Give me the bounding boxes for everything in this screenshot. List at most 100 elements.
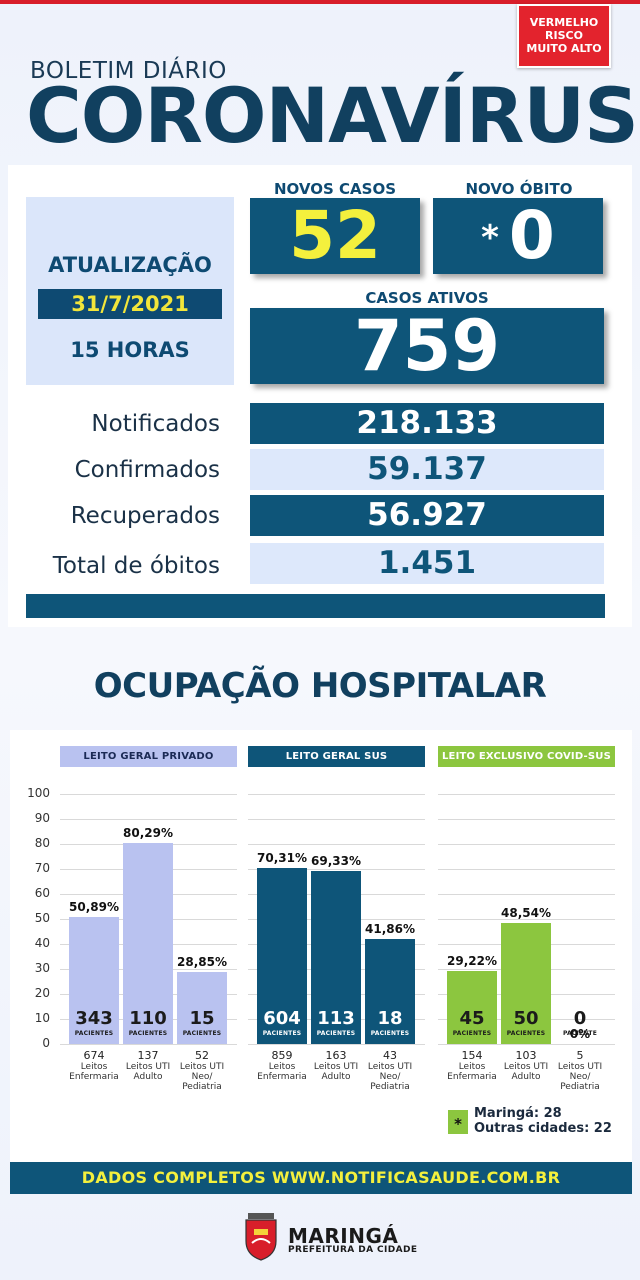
- y-tick-label: 0: [42, 1036, 50, 1050]
- update-date: 31/7/2021: [38, 289, 222, 319]
- bed-count: 674: [83, 1049, 105, 1062]
- y-tick-label: 60: [34, 886, 50, 900]
- gridline: [248, 869, 425, 870]
- bar-unit-label: PACIENTE: [562, 1030, 598, 1037]
- bar-unit-label: PACIENTES: [128, 1030, 168, 1037]
- bed-type: Leitos UTI Neo/ Pediatria: [557, 1062, 603, 1092]
- bed-capacity-label: 103 Leitos UTI Adulto: [496, 1049, 556, 1083]
- bar-unit-label: PACIENTES: [316, 1030, 356, 1037]
- stat-value-confirmados: 59.137: [250, 449, 604, 490]
- city-name: MARINGÁ: [288, 1224, 399, 1248]
- active-cases-box: 759: [250, 308, 604, 384]
- bed-capacity-label: 154 Leitos Enfermaria: [442, 1049, 502, 1083]
- bar-percent-label: 70,31%: [257, 851, 307, 866]
- bed-capacity-label: 859 Leitos Enfermaria: [252, 1049, 312, 1083]
- bed-type: Leitos UTI Adulto: [503, 1062, 549, 1082]
- gridline: [438, 919, 615, 920]
- update-hour: 15 HORAS: [70, 338, 190, 362]
- city-subtitle: PREFEITURA DA CIDADE: [288, 1245, 418, 1255]
- bar-percent-label: 69,33%: [311, 853, 361, 868]
- bar: [501, 922, 551, 1044]
- bar-patient-count: 18: [377, 1008, 403, 1029]
- footer-link-bar[interactable]: DADOS COMPLETOS WWW.NOTIFICASAUDE.COM.BR: [10, 1162, 632, 1194]
- update-title: ATUALIZAÇÃO: [48, 253, 212, 277]
- group-header-covid: LEITO EXCLUSIVO COVID-SUS: [438, 746, 615, 767]
- bar-patient-count: 113: [317, 1008, 355, 1029]
- new-cases-label: NOVOS CASOS: [274, 180, 396, 198]
- bar-unit-label: PACIENTES: [182, 1030, 222, 1037]
- bar-patient-count: 45: [459, 1008, 485, 1029]
- bed-capacity-label: 137 Leitos UTI Adulto: [118, 1049, 178, 1083]
- gridline: [60, 794, 237, 795]
- bed-capacity-label: 52 Leitos UTI Neo/ Pediatria: [172, 1049, 232, 1093]
- stat-label-obitos: Total de óbitos: [52, 553, 220, 579]
- stat-value-notificados: 218.133: [250, 403, 604, 444]
- gridline: [438, 869, 615, 870]
- new-death-value: 0: [508, 197, 555, 274]
- bar-patient-count: 0: [573, 1008, 587, 1029]
- legend-text: Maringá: 28 Outras cidades: 22: [474, 1106, 612, 1136]
- bar-unit-label: PACIENTES: [452, 1030, 492, 1037]
- bed-count: 859: [271, 1049, 293, 1062]
- y-tick-label: 90: [34, 811, 50, 825]
- bar-percent-label: 28,85%: [177, 954, 227, 969]
- city-crest-icon: [245, 1213, 277, 1261]
- bed-count: 137: [137, 1049, 159, 1062]
- bed-count: 5: [576, 1049, 584, 1062]
- bed-capacity-label: 43 Leitos UTI Neo/ Pediatria: [360, 1049, 420, 1093]
- new-death-box: * 0: [433, 198, 603, 274]
- bar-unit-label: PACIENTES: [74, 1030, 114, 1037]
- bar-percent-label: 80,29%: [123, 826, 173, 841]
- gridline: [438, 894, 615, 895]
- bed-count: 52: [195, 1049, 209, 1062]
- bed-count: 154: [461, 1049, 483, 1062]
- hospital-occupancy-title: OCUPAÇÃO HOSPITALAR: [93, 666, 547, 706]
- bar-percent-label: 29,22%: [447, 953, 497, 968]
- update-box: ATUALIZAÇÃO 31/7/2021 15 HORAS: [26, 197, 234, 385]
- gridline: [438, 819, 615, 820]
- bed-count: 163: [325, 1049, 347, 1062]
- gridline: [60, 1044, 237, 1045]
- bed-count: 103: [515, 1049, 537, 1062]
- bar-unit-label: PACIENTES: [506, 1030, 546, 1037]
- bed-count: 43: [383, 1049, 397, 1062]
- risk-line-2: RISCO: [545, 29, 583, 42]
- y-tick-label: 30: [34, 961, 50, 975]
- group-header-sus: LEITO GERAL SUS: [248, 746, 425, 767]
- new-cases-box: 52: [250, 198, 420, 274]
- bar: [447, 970, 497, 1044]
- stat-label-recuperados: Recuperados: [70, 503, 220, 529]
- bar-patient-count: 15: [189, 1008, 215, 1029]
- bar: [311, 870, 361, 1044]
- stat-label-notificados: Notificados: [91, 411, 220, 437]
- bar: [257, 868, 307, 1044]
- active-cases-label: CASOS ATIVOS: [365, 289, 489, 307]
- stat-value-obitos: 1.451: [250, 543, 604, 584]
- top-strip: [0, 0, 640, 4]
- gridline: [248, 844, 425, 845]
- bar-patient-count: 343: [75, 1008, 113, 1029]
- bed-type: Leitos UTI Adulto: [313, 1062, 359, 1082]
- bulletin-subtitle: BOLETIM DIÁRIO: [30, 58, 227, 84]
- bar-patient-count: 50: [513, 1008, 539, 1029]
- gridline: [438, 1044, 615, 1045]
- stat-value-recuperados: 56.927: [250, 495, 604, 536]
- y-tick-label: 40: [34, 936, 50, 950]
- bar-patient-count: 604: [263, 1008, 301, 1029]
- bar-unit-label: PACIENTES: [262, 1030, 302, 1037]
- risk-badge: VERMELHO RISCO MUITO ALTO: [517, 4, 611, 68]
- bar: [123, 843, 173, 1044]
- bed-capacity-label: 163 Leitos UTI Adulto: [306, 1049, 366, 1083]
- bed-capacity-label: 5 Leitos UTI Neo/ Pediatria: [550, 1049, 610, 1093]
- y-tick-label: 10: [34, 1011, 50, 1025]
- summary-bottom-bar: [26, 594, 605, 618]
- bar-percent-label: 50,89%: [69, 899, 119, 914]
- bed-type: Leitos UTI Neo/ Pediatria: [179, 1062, 225, 1092]
- bed-capacity-label: 674 Leitos Enfermaria: [64, 1049, 124, 1083]
- gridline: [248, 819, 425, 820]
- gridline: [438, 794, 615, 795]
- gridline: [60, 819, 237, 820]
- legend-asterisk: *: [448, 1110, 468, 1134]
- legend-line-outras: Outras cidades: 22: [474, 1121, 612, 1136]
- bar: [69, 916, 119, 1044]
